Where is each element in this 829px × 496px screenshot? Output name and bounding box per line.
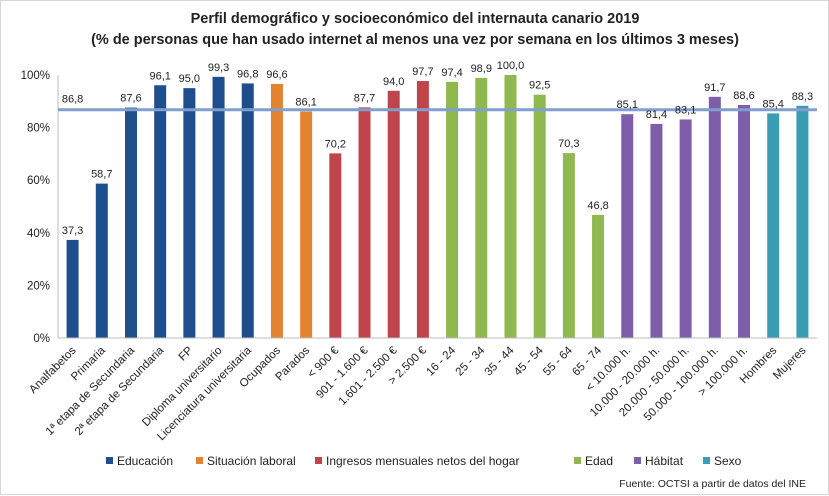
bar — [796, 105, 809, 338]
bar — [416, 81, 429, 338]
data-label: 85,4 — [763, 98, 784, 110]
data-label: 100,0 — [497, 60, 525, 72]
bar — [562, 153, 575, 338]
category-label: Analfabetos — [27, 344, 79, 396]
category-label: 16 - 24 — [424, 344, 458, 378]
data-label: 58,7 — [91, 169, 112, 181]
bar — [738, 104, 751, 339]
data-label: 96,8 — [237, 68, 258, 80]
reference-line: 86,8 — [58, 94, 817, 112]
source-note: Fuente: OCTSI a partir de datos del INE — [619, 478, 806, 490]
category-label: 35 - 44 — [483, 344, 517, 378]
bar — [212, 76, 225, 338]
data-label: 94,0 — [383, 76, 404, 88]
data-label: 99,3 — [208, 62, 229, 74]
bar — [241, 83, 254, 338]
bar — [650, 123, 663, 338]
data-label: 97,7 — [412, 66, 433, 78]
bar — [270, 83, 283, 338]
legend-swatch — [315, 457, 322, 464]
data-label: 98,9 — [471, 63, 492, 75]
data-label: 88,6 — [733, 90, 754, 102]
data-label: 85,1 — [617, 99, 638, 111]
category-label: 45 - 54 — [512, 344, 546, 378]
y-axis: 0% 20% 40% 60% 80% 100% — [21, 70, 59, 345]
legend-swatch — [106, 457, 113, 464]
data-label: 86,1 — [295, 97, 316, 109]
bar — [154, 85, 167, 338]
data-label: 97,4 — [441, 67, 462, 79]
bar — [475, 77, 488, 338]
legend-label: Ingresos mensuales netos del hogar — [326, 454, 519, 468]
bars — [66, 75, 809, 339]
bar — [504, 75, 517, 338]
legend-swatch — [634, 457, 641, 464]
legend: Educación Situación laboral Ingresos mensu… — [106, 454, 742, 468]
legend-swatch — [703, 457, 710, 464]
bar — [300, 111, 313, 338]
data-label: 88,3 — [792, 91, 813, 103]
y-tick-label: 20% — [27, 280, 50, 292]
legend-label: Hábitat — [645, 454, 684, 468]
bar — [95, 183, 108, 338]
data-label: 91,7 — [704, 82, 725, 94]
bar — [66, 239, 79, 338]
legend-swatch — [196, 457, 203, 464]
category-label: FP — [177, 344, 196, 363]
bar — [183, 88, 196, 339]
bar — [446, 81, 459, 338]
data-label: 87,7 — [354, 92, 375, 104]
data-label: 70,2 — [325, 138, 346, 150]
legend-label: Educación — [117, 454, 173, 468]
data-label: 37,3 — [62, 225, 83, 237]
category-label: 25 - 34 — [454, 344, 488, 378]
data-label: 87,6 — [120, 93, 141, 105]
y-tick-label: 80% — [27, 123, 50, 135]
bar — [124, 107, 137, 338]
y-tick-label: 40% — [27, 228, 50, 240]
category-label: Mujeres — [771, 344, 809, 382]
data-label: 92,5 — [529, 80, 550, 92]
legend-label: Edad — [585, 454, 613, 468]
data-label: 83,1 — [675, 104, 696, 116]
category-label: 55 - 64 — [541, 344, 575, 378]
data-label: 96,1 — [149, 70, 170, 82]
bar — [708, 96, 721, 338]
average-line-label: 86,8 — [62, 94, 83, 106]
data-label: 46,8 — [587, 200, 608, 212]
data-label: 95,0 — [179, 73, 200, 85]
chart-subtitle: (% de personas que han usado internet al… — [91, 32, 739, 48]
data-labels: 37,3 58,7 87,6 96,1 95,0 99,3 96,8 96,6 86,1 70,2… — [62, 60, 813, 237]
legend-label: Situación laboral — [207, 454, 296, 468]
y-tick-label: 60% — [27, 175, 50, 187]
legend-label: Sexo — [714, 454, 742, 468]
y-tick-label: 100% — [21, 70, 50, 82]
bar — [358, 107, 371, 338]
bar — [679, 119, 692, 339]
bar — [592, 214, 605, 338]
y-tick-label: 0% — [33, 333, 50, 345]
bar — [621, 114, 634, 338]
legend-swatch — [574, 457, 581, 464]
bar — [533, 94, 546, 338]
chart-title: Perfil demográfico y socioeconómico del … — [191, 11, 640, 27]
data-label: 70,3 — [558, 138, 579, 150]
bar — [767, 113, 780, 338]
data-label: 81,4 — [646, 109, 667, 121]
bar — [329, 153, 342, 338]
data-label: 96,6 — [266, 69, 287, 81]
bar — [387, 90, 400, 338]
